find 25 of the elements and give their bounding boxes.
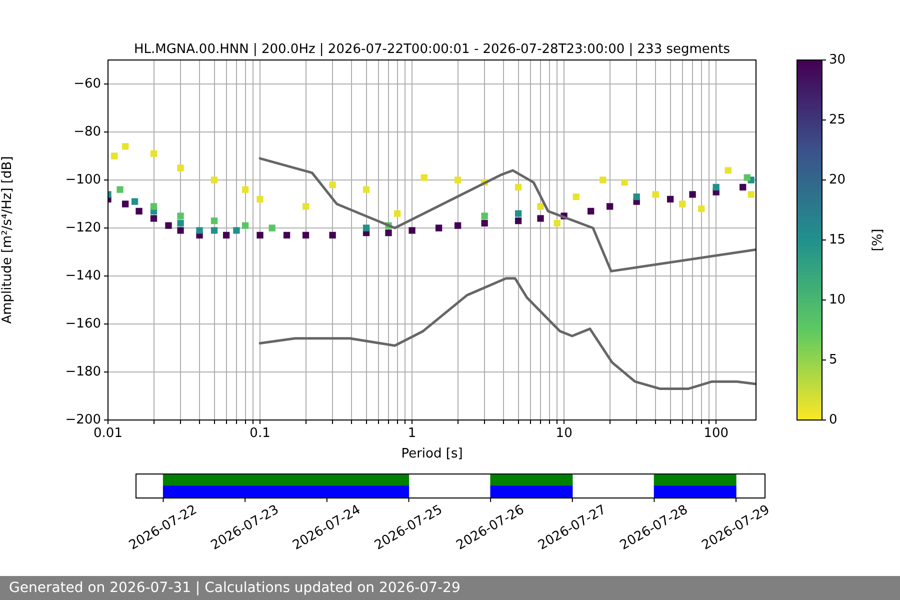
y-tick-label: −80 bbox=[74, 124, 101, 140]
color-bar-label: 0 bbox=[829, 412, 838, 428]
x-tick-label: 0.01 bbox=[94, 426, 122, 442]
y-tick-label: −160 bbox=[65, 316, 101, 332]
x-tick-label: 0.1 bbox=[250, 426, 270, 442]
color-bar-label: 10 bbox=[829, 292, 846, 308]
color-bar-label: 15 bbox=[829, 232, 846, 248]
y-tick-label: −140 bbox=[65, 268, 101, 284]
x-tick-label: 1 bbox=[408, 426, 416, 442]
color-bar-label: 25 bbox=[829, 112, 846, 128]
y-axis-title: Amplitude [m²/s⁴/Hz] [dB] bbox=[0, 156, 16, 324]
y-tick-label: −60 bbox=[74, 76, 101, 92]
y-tick-label: −100 bbox=[65, 172, 101, 188]
color-bar-label: 20 bbox=[829, 172, 846, 188]
x-tick-label: 10 bbox=[556, 426, 572, 442]
color-bar-label: 5 bbox=[829, 352, 838, 368]
color-bar-title: [%] bbox=[870, 228, 886, 252]
color-bar-label: 30 bbox=[829, 52, 846, 68]
x-tick-label: 100 bbox=[704, 426, 729, 442]
text: Generated on 2026-07-31 | Calculations updated on 2026-07-29 bbox=[0, 576, 900, 600]
y-tick-label: −120 bbox=[65, 220, 101, 236]
y-tick-label: −200 bbox=[65, 412, 101, 428]
y-tick-label: −180 bbox=[65, 364, 101, 380]
x-axis-title: Period [s] bbox=[401, 446, 463, 462]
chart-title: HL.MGNA.00.HNN | 200.0Hz | 2026-07-22T00:00:01 - 2026-07-28T23:00:00 | 233 segments bbox=[134, 42, 730, 57]
